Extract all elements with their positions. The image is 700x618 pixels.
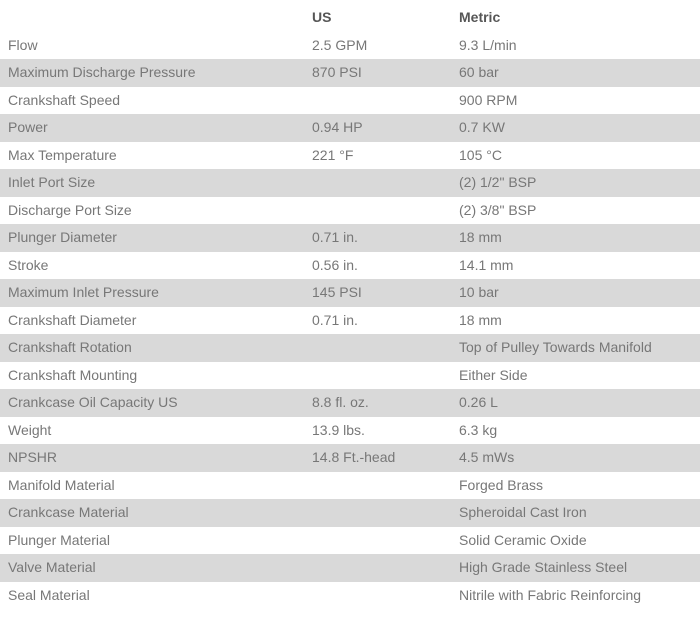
spec-metric-value: 105 °C [459,146,502,163]
spec-us-value: 8.8 fl. oz. [312,394,369,410]
spec-metric-value: 18 mm [459,229,502,245]
spec-label: Crankcase Oil Capacity US [8,394,178,410]
spec-metric-value: 900 RPM [459,91,518,108]
spec-label: Power [8,119,48,135]
table-row-seal-material: Seal Material Nitrile with Fabric Reinfo… [0,581,700,609]
spec-metric-value: Forged Brass [459,476,544,493]
spec-metric-value: 6.3 kg [459,421,498,438]
spec-metric-value: (2) 1/2" BSP [459,174,537,190]
table-row-discharge-port-size: Discharge Port Size (2) 3/8" BSP [0,196,700,224]
spec-metric-value: High Grade Stainless Steel [459,559,628,575]
spec-metric-value: 14.1 mm [459,256,514,273]
table-row-weight: Weight 13.9 lbs. 6.3 kg [0,416,700,444]
spec-metric-value: 0.7 KW [459,119,505,135]
spec-label: Crankshaft Diameter [8,311,137,328]
table-row-crankcase-oil-capacity: Crankcase Oil Capacity US 8.8 fl. oz. 0.… [0,389,700,417]
spec-label: Crankshaft Rotation [8,339,132,355]
spec-us-value: 13.9 lbs. [312,421,365,438]
header-us-column: US [312,9,332,25]
spec-us-value: 221 °F [312,146,354,163]
table-row-plunger-diameter: Plunger Diameter 0.71 in. 18 mm [0,224,700,252]
table-row-crankshaft-diameter: Crankshaft Diameter 0.71 in. 18 mm [0,306,700,334]
spec-us-value: 0.71 in. [312,229,358,245]
spec-us-value: 0.71 in. [312,311,358,328]
spec-label: Crankshaft Mounting [8,366,138,383]
spec-us-value: 14.8 Ft.-head [312,449,396,465]
spec-label: Manifold Material [8,476,115,493]
spec-label: Crankcase Material [8,504,129,520]
spec-label: Plunger Material [8,531,110,548]
spec-label: Flow [8,36,38,53]
spec-label: Valve Material [8,559,96,575]
table-row-crankshaft-mounting: Crankshaft Mounting Either Side [0,361,700,389]
table-row-manifold-material: Manifold Material Forged Brass [0,471,700,499]
spec-metric-value: Nitrile with Fabric Reinforcing [459,586,642,603]
table-row-plunger-material: Plunger Material Solid Ceramic Oxide [0,526,700,554]
table-row-max-temperature: Max Temperature 221 °F 105 °C [0,141,700,169]
spec-metric-value: Either Side [459,366,528,383]
spec-label: Discharge Port Size [8,201,132,218]
table-row-power: Power 0.94 HP 0.7 KW [0,114,700,142]
spec-us-value: 2.5 GPM [312,36,368,53]
table-row-npshr: NPSHR 14.8 Ft.-head 4.5 mWs [0,444,700,472]
spec-us-value: 0.56 in. [312,256,358,273]
table-row-valve-material: Valve Material High Grade Stainless Stee… [0,554,700,582]
spec-label: Crankshaft Speed [8,91,121,108]
spec-label: NPSHR [8,449,58,465]
table-row-stroke: Stroke 0.56 in. 14.1 mm [0,251,700,279]
table-row-crankshaft-speed: Crankshaft Speed 900 RPM [0,86,700,114]
table-row-max-inlet-pressure: Maximum Inlet Pressure 145 PSI 10 bar [0,279,700,307]
spec-metric-value: (2) 3/8" BSP [459,201,537,218]
table-row-flow: Flow 2.5 GPM 9.3 L/min [0,31,700,59]
spec-metric-value: 0.26 L [459,394,498,410]
spec-us-value: 870 PSI [312,64,362,80]
header-metric-column: Metric [459,9,501,25]
spec-label: Maximum Discharge Pressure [8,64,196,80]
spec-metric-value: Solid Ceramic Oxide [459,531,587,548]
spec-us-value: 145 PSI [312,284,362,300]
table-header-row: US Metric [0,4,700,32]
spec-metric-value: Top of Pulley Towards Manifold [459,339,652,355]
spec-us-value: 0.94 HP [312,119,363,135]
spec-label: Plunger Diameter [8,229,117,245]
table-row-max-discharge-pressure: Maximum Discharge Pressure 870 PSI 60 ba… [0,59,700,87]
table-row-inlet-port-size: Inlet Port Size (2) 1/2" BSP [0,169,700,197]
spec-label: Stroke [8,256,49,273]
spec-label: Max Temperature [8,146,117,163]
spec-metric-value: 9.3 L/min [459,36,517,53]
spec-metric-value: 60 bar [459,64,499,80]
spec-metric-value: 4.5 mWs [459,449,515,465]
spec-label: Weight [8,421,52,438]
table-row-crankshaft-rotation: Crankshaft Rotation Top of Pulley Toward… [0,334,700,362]
spec-metric-value: 18 mm [459,311,502,328]
spec-label: Inlet Port Size [8,174,96,190]
spec-label: Maximum Inlet Pressure [8,284,159,300]
spec-metric-value: Spheroidal Cast Iron [459,504,587,520]
spec-label: Seal Material [8,586,90,603]
spec-metric-value: 10 bar [459,284,499,300]
table-row-crankcase-material: Crankcase Material Spheroidal Cast Iron [0,499,700,527]
